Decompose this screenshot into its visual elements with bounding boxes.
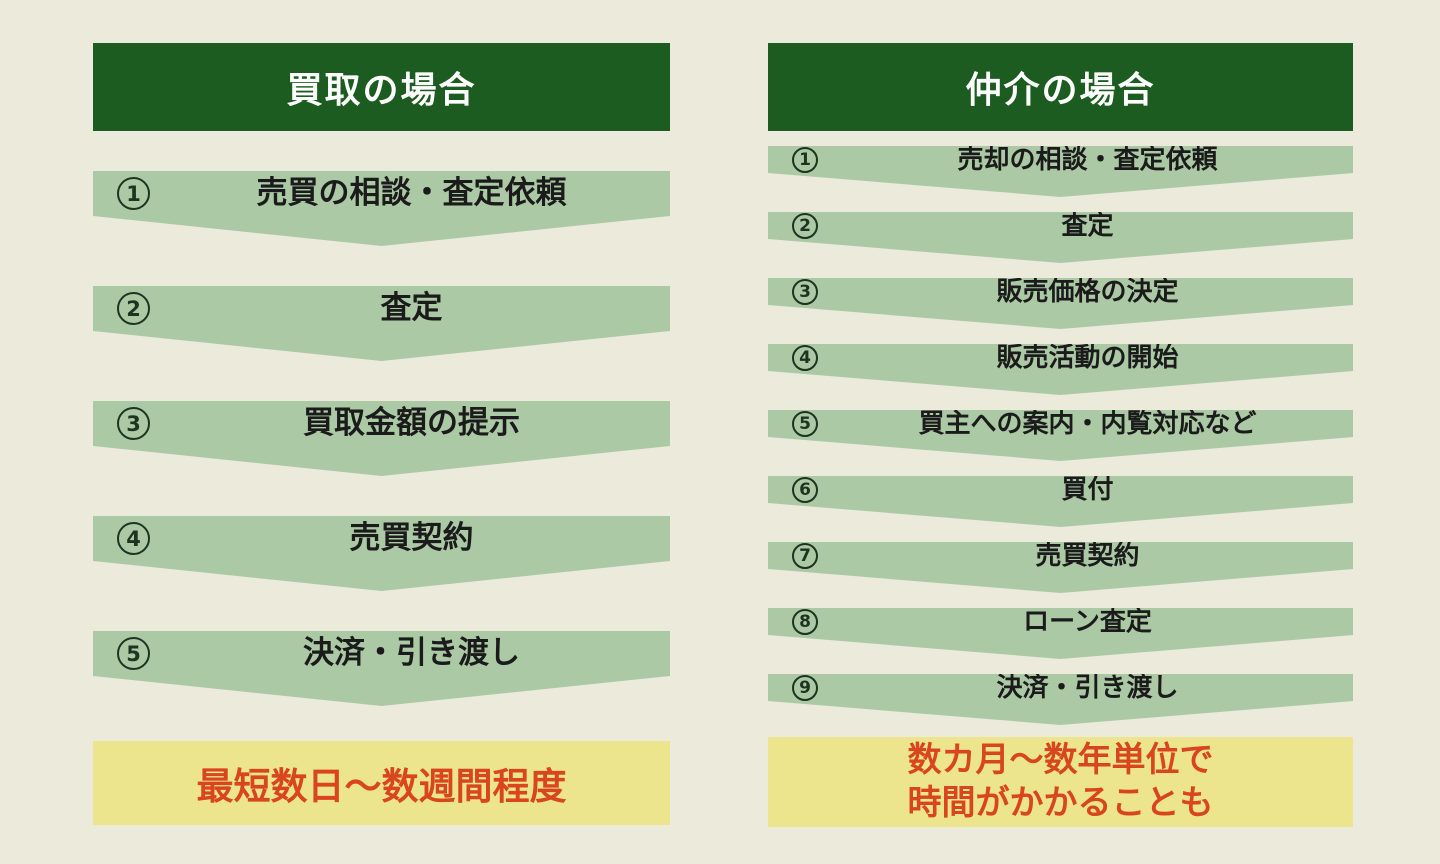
step-number-badge: 5 xyxy=(117,637,150,670)
brokerage-step-6: 6 買付 xyxy=(768,476,1353,527)
purchase-column-title: 買取の場合 xyxy=(93,43,670,131)
purchase-duration-text: 最短数日～数週間程度 xyxy=(196,765,567,808)
step-label: 売買契約 xyxy=(1035,541,1140,571)
brokerage-step-8: 8 ローン査定 xyxy=(768,608,1353,659)
step-number-badge: 2 xyxy=(117,292,150,325)
step-label: ローン査定 xyxy=(1023,607,1152,637)
purchase-flow-column: 買取の場合 1 売買の相談・査定依頼 2 査定 3 買取金額の提示 4 売買契約… xyxy=(93,43,670,825)
step-label: 売買の相談・査定依頼 xyxy=(256,175,567,211)
step-label: 販売活動の開始 xyxy=(996,343,1179,373)
brokerage-duration-line1: 数カ月～数年単位で xyxy=(907,740,1214,780)
brokerage-step-2: 2 査定 xyxy=(768,212,1353,263)
step-label: 売却の相談・査定依頼 xyxy=(957,145,1218,175)
brokerage-duration-line2: 時間がかかることも xyxy=(907,783,1214,823)
purchase-step-3: 3 買取金額の提示 xyxy=(93,401,670,476)
brokerage-flow-column: 仲介の場合 1 売却の相談・査定依頼 2 査定 3 販売価格の決定 4 販売活動… xyxy=(768,43,1353,827)
brokerage-step-4: 4 販売活動の開始 xyxy=(768,344,1353,395)
step-number-badge: 3 xyxy=(117,407,150,440)
purchase-step-5: 5 決済・引き渡し xyxy=(93,631,670,706)
purchase-step-2: 2 査定 xyxy=(93,286,670,361)
brokerage-step-9: 9 決済・引き渡し xyxy=(768,674,1353,725)
purchase-step-4: 4 売買契約 xyxy=(93,516,670,591)
step-number-badge: 6 xyxy=(792,477,818,503)
step-number-badge: 1 xyxy=(792,147,818,173)
step-number-badge: 2 xyxy=(792,213,818,239)
step-label: 売買契約 xyxy=(349,520,474,556)
step-label: 決済・引き渡し xyxy=(303,635,520,671)
purchase-step-1: 1 売買の相談・査定依頼 xyxy=(93,171,670,246)
step-number-badge: 9 xyxy=(792,675,818,701)
step-label: 決済・引き渡し xyxy=(996,673,1179,703)
step-number-badge: 5 xyxy=(792,411,818,437)
brokerage-column-title: 仲介の場合 xyxy=(768,43,1353,131)
brokerage-step-5: 5 買主への案内・内覧対応など xyxy=(768,410,1353,461)
step-label: 査定 xyxy=(380,290,443,326)
step-label: 買主への案内・内覧対応など xyxy=(918,409,1257,439)
step-label: 買取金額の提示 xyxy=(303,405,520,441)
step-number-badge: 4 xyxy=(117,522,150,555)
step-label: 買付 xyxy=(1061,475,1114,505)
brokerage-step-1: 1 売却の相談・査定依頼 xyxy=(768,146,1353,197)
step-number-badge: 7 xyxy=(792,543,818,569)
brokerage-step-7: 7 売買契約 xyxy=(768,542,1353,593)
step-label: 査定 xyxy=(1061,211,1114,241)
step-number-badge: 1 xyxy=(117,177,150,210)
step-number-badge: 4 xyxy=(792,345,818,371)
step-label: 販売価格の決定 xyxy=(996,277,1179,307)
brokerage-step-3: 3 販売価格の決定 xyxy=(768,278,1353,329)
step-number-badge: 3 xyxy=(792,279,818,305)
purchase-duration-note: 最短数日～数週間程度 xyxy=(93,741,670,825)
brokerage-duration-note: 数カ月～数年単位で 時間がかかることも xyxy=(768,737,1353,827)
step-number-badge: 8 xyxy=(792,609,818,635)
